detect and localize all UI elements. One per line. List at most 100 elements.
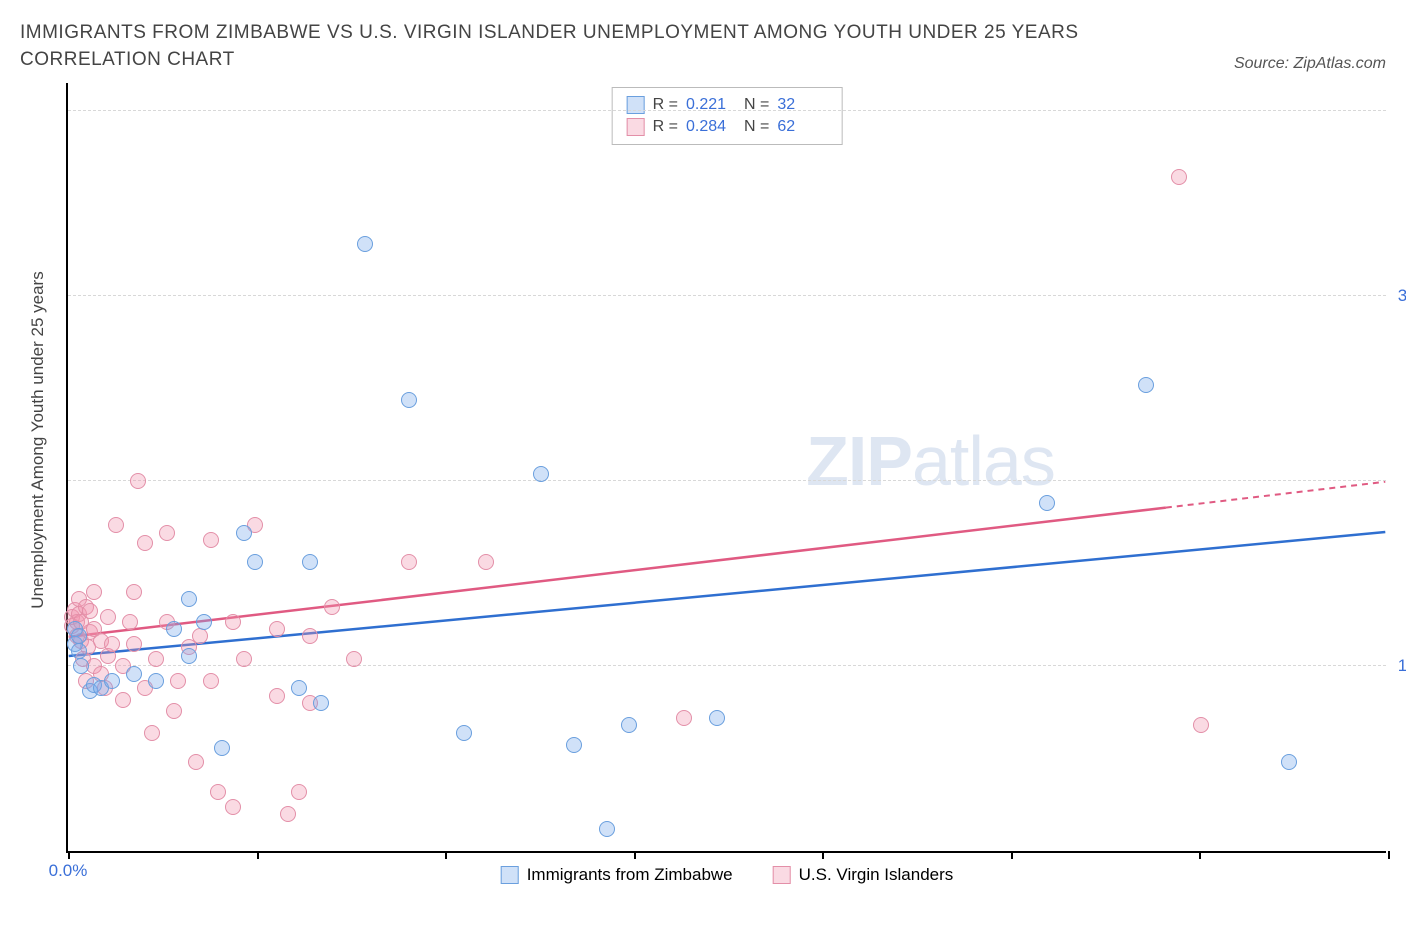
x-tick	[1011, 851, 1013, 859]
scatter-point-usvi	[225, 799, 241, 815]
scatter-point-usvi	[1193, 717, 1209, 733]
scatter-point-zimbabwe	[166, 621, 182, 637]
n-label: N =	[744, 96, 769, 114]
scatter-point-usvi	[86, 584, 102, 600]
scatter-point-zimbabwe	[357, 236, 373, 252]
scatter-point-zimbabwe	[181, 591, 197, 607]
n-label: N =	[744, 118, 769, 136]
scatter-point-zimbabwe	[313, 695, 329, 711]
scatter-point-usvi	[100, 609, 116, 625]
scatter-point-usvi	[210, 784, 226, 800]
scatter-point-zimbabwe	[104, 673, 120, 689]
scatter-point-usvi	[269, 621, 285, 637]
correlation-chart: IMMIGRANTS FROM ZIMBABWE VS U.S. VIRGIN …	[20, 20, 1386, 910]
scatter-point-usvi	[82, 603, 98, 619]
scatter-point-zimbabwe	[196, 614, 212, 630]
scatter-point-zimbabwe	[214, 740, 230, 756]
scatter-point-zimbabwe	[1039, 495, 1055, 511]
scatter-point-zimbabwe	[302, 554, 318, 570]
trend-solid-zimbabwe	[69, 532, 1386, 656]
legend-item-usvi: U.S. Virgin Islanders	[773, 865, 954, 885]
scatter-point-usvi	[302, 628, 318, 644]
scatter-point-usvi	[115, 692, 131, 708]
x-tick	[445, 851, 447, 859]
scatter-point-usvi	[188, 754, 204, 770]
scatter-point-usvi	[269, 688, 285, 704]
scatter-point-zimbabwe	[621, 717, 637, 733]
scatter-point-usvi	[166, 703, 182, 719]
x-tick	[257, 851, 259, 859]
scatter-point-usvi	[170, 673, 186, 689]
header-row: IMMIGRANTS FROM ZIMBABWE VS U.S. VIRGIN …	[20, 20, 1386, 73]
x-tick	[1388, 851, 1390, 859]
source-label: Source: ZipAtlas.com	[1234, 55, 1386, 73]
bottom-legend: Immigrants from Zimbabwe U.S. Virgin Isl…	[501, 865, 954, 885]
scatter-point-usvi	[104, 636, 120, 652]
trend-dash-usvi	[1166, 482, 1385, 508]
legend-item-zimbabwe: Immigrants from Zimbabwe	[501, 865, 733, 885]
scatter-point-zimbabwe	[291, 680, 307, 696]
scatter-point-zimbabwe	[456, 725, 472, 741]
scatter-point-usvi	[144, 725, 160, 741]
scatter-point-usvi	[1171, 169, 1187, 185]
scatter-point-usvi	[324, 599, 340, 615]
x-tick	[68, 851, 70, 859]
scatter-point-usvi	[126, 584, 142, 600]
scatter-point-usvi	[192, 628, 208, 644]
r-label: R =	[653, 96, 678, 114]
scatter-point-usvi	[478, 554, 494, 570]
gridline	[68, 295, 1386, 296]
scatter-point-zimbabwe	[181, 648, 197, 664]
r-value-usvi: 0.284	[686, 118, 736, 136]
scatter-point-usvi	[203, 673, 219, 689]
swatch-zimbabwe	[501, 866, 519, 884]
watermark: ZIPatlas	[806, 421, 1055, 501]
scatter-point-zimbabwe	[73, 658, 89, 674]
legend-label-zimbabwe: Immigrants from Zimbabwe	[527, 865, 733, 885]
y-axis-label: Unemployment Among Youth under 25 years	[28, 271, 48, 608]
scatter-point-usvi	[159, 525, 175, 541]
scatter-point-zimbabwe	[599, 821, 615, 837]
scatter-point-zimbabwe	[71, 628, 87, 644]
watermark-light: atlas	[912, 422, 1055, 500]
swatch-usvi	[627, 118, 645, 136]
scatter-point-zimbabwe	[533, 466, 549, 482]
scatter-point-usvi	[236, 651, 252, 667]
stats-legend-box: R = 0.221 N = 32 R = 0.284 N = 62	[612, 87, 843, 145]
scatter-point-usvi	[130, 473, 146, 489]
scatter-point-zimbabwe	[126, 666, 142, 682]
scatter-point-usvi	[225, 614, 241, 630]
plot-area: ZIPatlas R = 0.221 N = 32 R = 0.284 N = …	[66, 83, 1386, 853]
scatter-point-usvi	[280, 806, 296, 822]
x-tick	[1199, 851, 1201, 859]
y-tick-label: 37.5%	[1398, 286, 1406, 306]
x-tick	[634, 851, 636, 859]
scatter-point-usvi	[291, 784, 307, 800]
scatter-point-zimbabwe	[71, 643, 87, 659]
n-value-usvi: 62	[777, 118, 827, 136]
r-value-zimbabwe: 0.221	[686, 96, 736, 114]
scatter-point-usvi	[137, 535, 153, 551]
scatter-point-usvi	[108, 517, 124, 533]
x-tick-label: 0.0%	[49, 861, 88, 881]
stats-row-zimbabwe: R = 0.221 N = 32	[627, 94, 828, 116]
scatter-point-zimbabwe	[1138, 377, 1154, 393]
scatter-point-usvi	[203, 532, 219, 548]
chart-title: IMMIGRANTS FROM ZIMBABWE VS U.S. VIRGIN …	[20, 20, 1080, 73]
gridline	[68, 480, 1386, 481]
scatter-point-usvi	[122, 614, 138, 630]
scatter-point-usvi	[148, 651, 164, 667]
scatter-point-zimbabwe	[236, 525, 252, 541]
y-tick-label: 12.5%	[1398, 656, 1406, 676]
n-value-zimbabwe: 32	[777, 96, 827, 114]
scatter-point-usvi	[126, 636, 142, 652]
r-label: R =	[653, 118, 678, 136]
watermark-bold: ZIP	[806, 422, 912, 500]
scatter-point-zimbabwe	[401, 392, 417, 408]
scatter-point-zimbabwe	[1281, 754, 1297, 770]
stats-row-usvi: R = 0.284 N = 62	[627, 116, 828, 138]
x-tick	[822, 851, 824, 859]
scatter-point-zimbabwe	[709, 710, 725, 726]
scatter-point-zimbabwe	[148, 673, 164, 689]
gridline	[68, 665, 1386, 666]
